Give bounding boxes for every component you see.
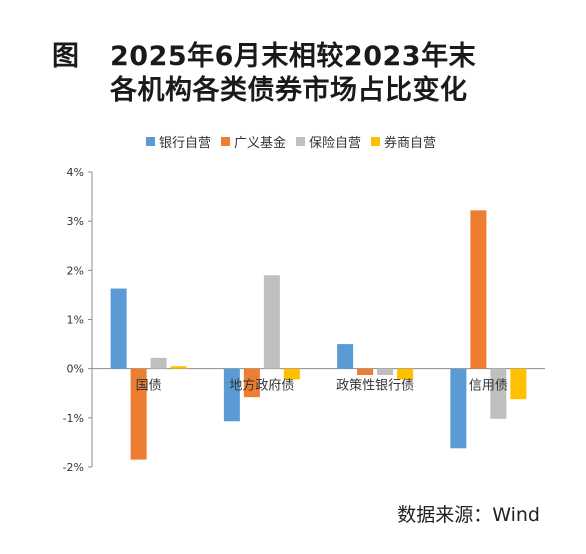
category-label: 国债 bbox=[136, 379, 162, 394]
category-label: 信用债 bbox=[469, 379, 508, 394]
bar bbox=[377, 368, 394, 376]
bar bbox=[170, 366, 187, 369]
bar bbox=[283, 368, 300, 380]
legend: 银行自营 广义基金 保险自营 券商自营 bbox=[146, 132, 436, 151]
bar bbox=[263, 275, 280, 369]
legend-swatch bbox=[221, 137, 231, 146]
source-note: 数据来源：Wind bbox=[397, 504, 540, 526]
legend-item: 广义基金 bbox=[221, 132, 286, 151]
bar bbox=[397, 368, 414, 380]
title-line-2: 各机构各类债券市场占比变化 bbox=[110, 75, 468, 106]
y-tick-label: 1% bbox=[67, 314, 84, 327]
legend-swatch bbox=[371, 137, 381, 146]
bar bbox=[490, 368, 507, 419]
bar bbox=[470, 210, 487, 369]
bar bbox=[110, 288, 127, 369]
legend-label: 银行自营 bbox=[159, 136, 212, 151]
legend-item: 银行自营 bbox=[146, 132, 211, 151]
figure-label: 图 bbox=[52, 41, 80, 72]
y-tick-label: 3% bbox=[67, 215, 84, 228]
bar bbox=[223, 368, 240, 422]
y-tick-label: 0% bbox=[67, 363, 84, 376]
bar bbox=[150, 357, 167, 369]
bar bbox=[243, 368, 260, 398]
bar bbox=[510, 368, 527, 400]
category-label: 政策性银行债 bbox=[336, 378, 414, 394]
legend-label: 保险自营 bbox=[309, 136, 362, 151]
y-tick-label: -1% bbox=[63, 412, 84, 425]
figure-title: 图 2025年6月末相较2023年末 各机构各类债券市场占比变化 bbox=[52, 40, 476, 108]
legend-label: 券商自营 bbox=[384, 136, 437, 151]
bar bbox=[130, 368, 147, 460]
y-tick-label: 2% bbox=[67, 264, 84, 277]
title-line-1: 2025年6月末相较2023年末 bbox=[110, 41, 477, 72]
y-tick-label: 4% bbox=[67, 166, 84, 179]
y-tick-label: -2% bbox=[63, 461, 84, 474]
bar bbox=[357, 368, 374, 376]
legend-swatch bbox=[296, 137, 306, 146]
legend-item: 保险自营 bbox=[296, 132, 361, 151]
legend-label: 广义基金 bbox=[234, 136, 287, 151]
bar bbox=[337, 344, 354, 369]
category-label: 地方政府债 bbox=[229, 378, 294, 394]
legend-swatch bbox=[146, 137, 155, 146]
legend-item: 券商自营 bbox=[371, 132, 436, 151]
bar bbox=[450, 368, 467, 449]
